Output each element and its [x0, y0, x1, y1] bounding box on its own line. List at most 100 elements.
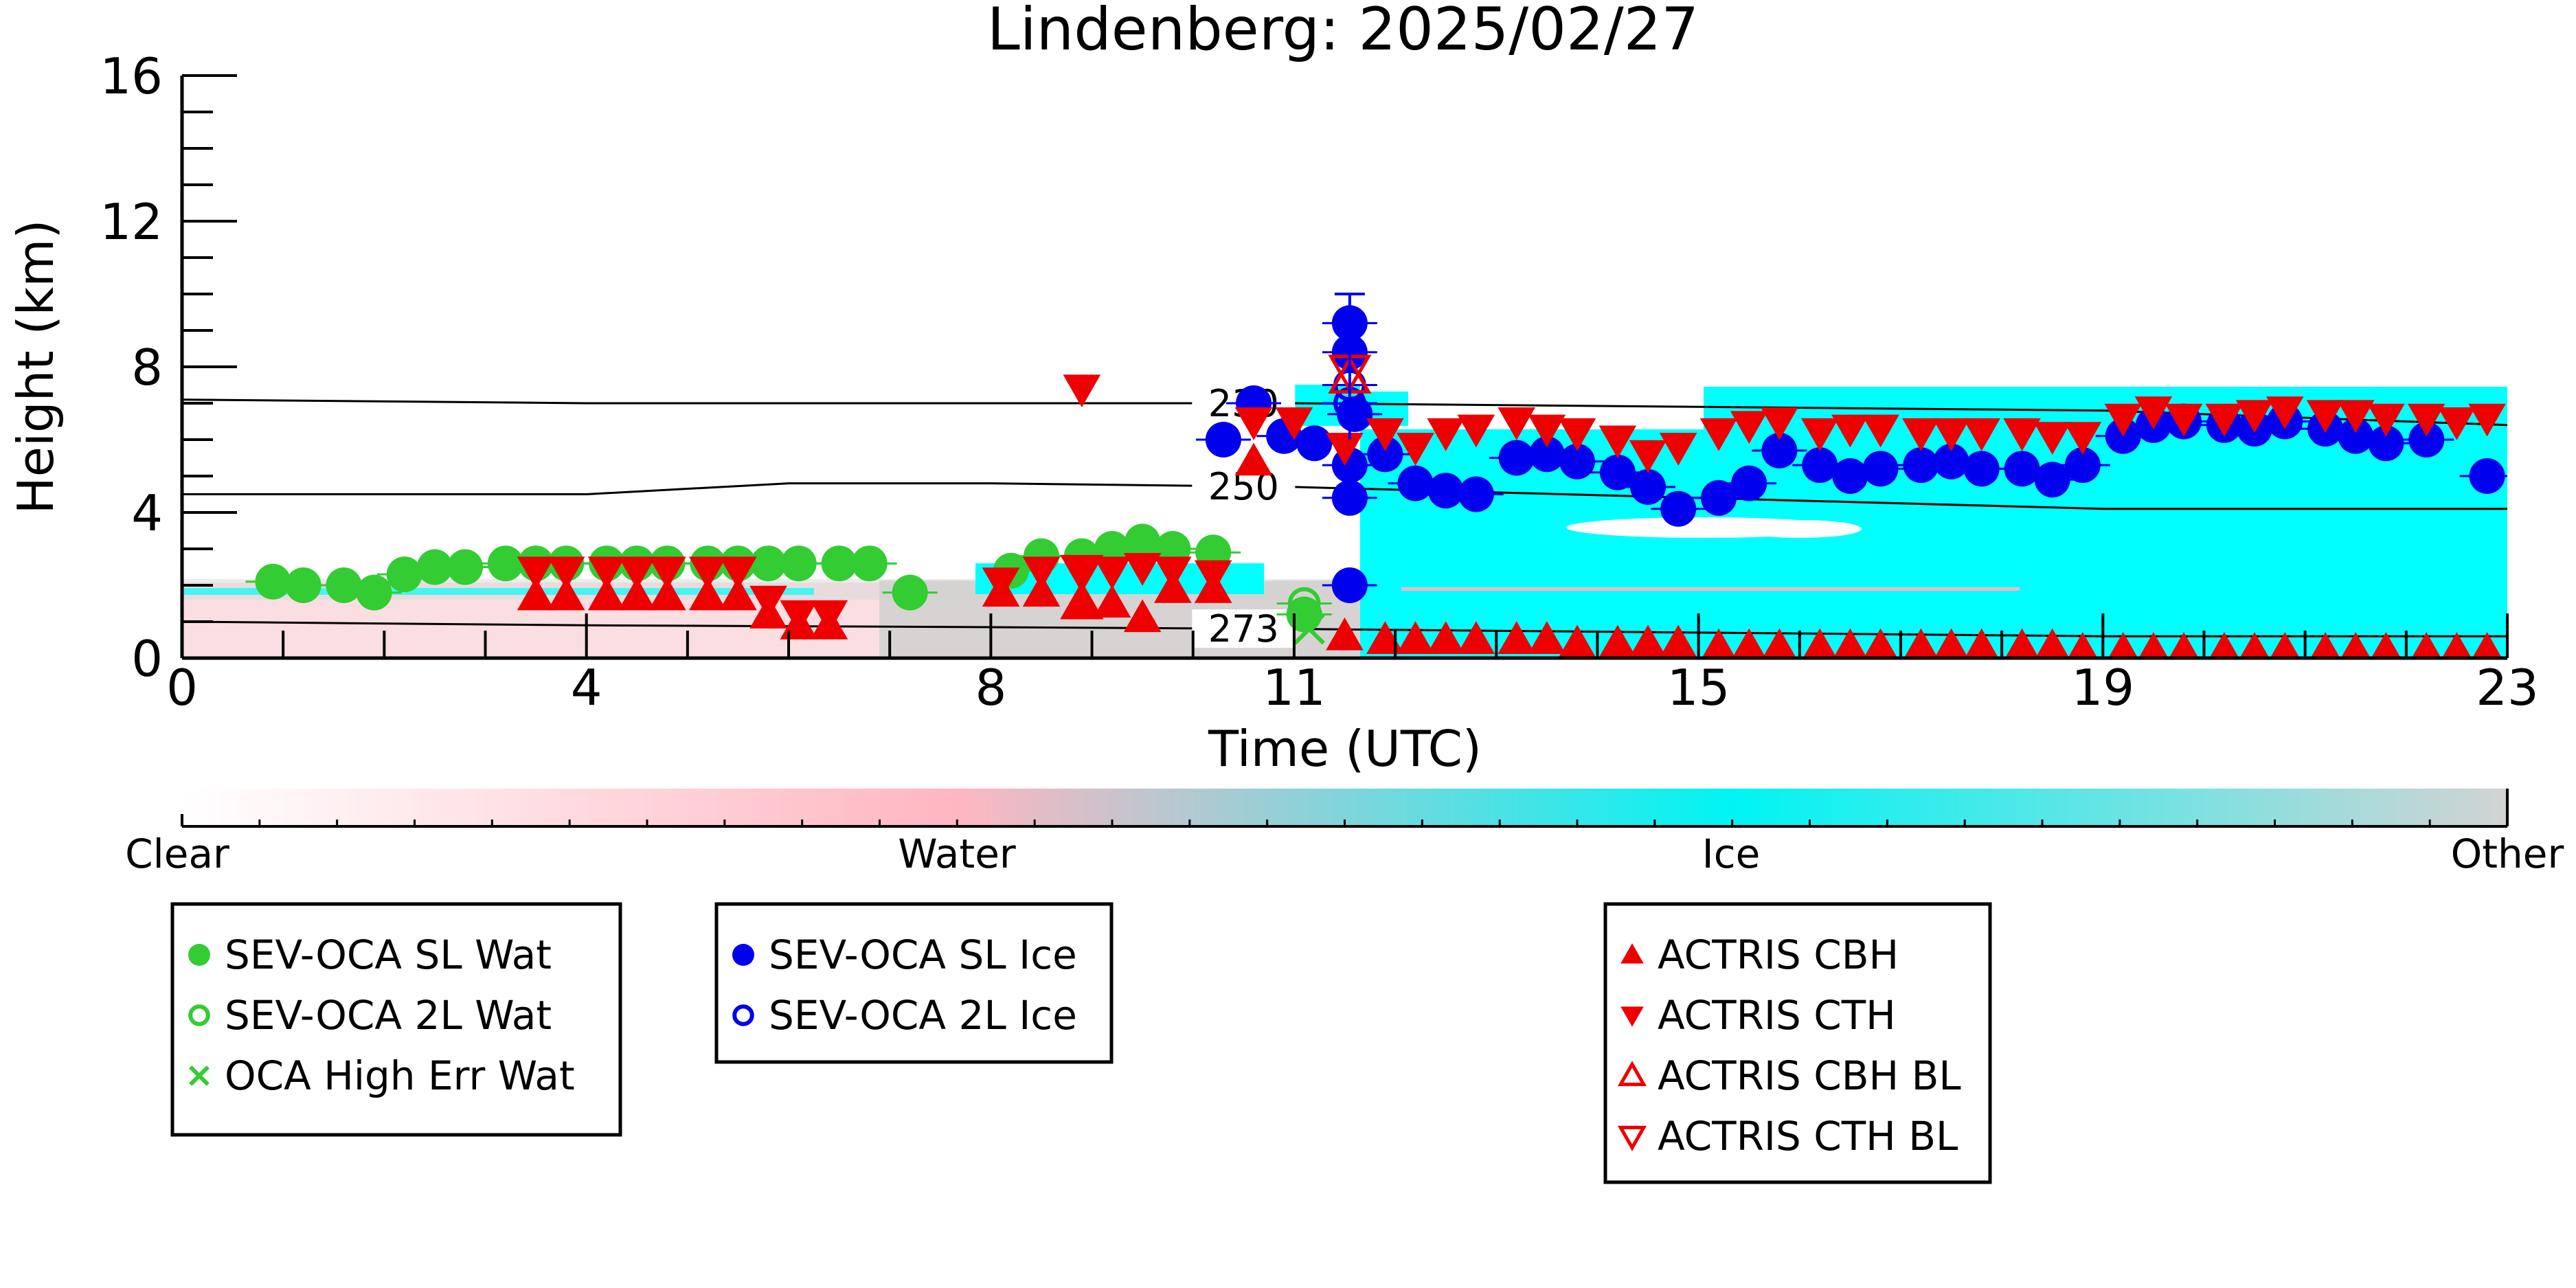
y-axis-label: Height (km): [7, 220, 65, 515]
data-point: [1498, 440, 1535, 476]
data-point: [2368, 425, 2404, 462]
data-point: [1699, 418, 1738, 451]
data-point: [1701, 479, 1737, 516]
data-point: [1630, 468, 1667, 505]
data-point: [547, 577, 585, 611]
data-point: [1963, 451, 2000, 487]
data-point: [780, 545, 817, 582]
data-point: [1022, 556, 1061, 590]
data-point: [1598, 425, 1637, 459]
data-point: [1427, 473, 1464, 509]
data-point: [1932, 418, 1970, 451]
legend-label: SEV-OCA 2L Wat: [225, 992, 552, 1039]
data-point: [1800, 418, 1839, 451]
data-point: [1701, 628, 1737, 659]
data-point: [1963, 628, 2000, 659]
data-point: [1367, 436, 1403, 473]
data-point: [2033, 422, 2072, 455]
legend-marker-sev-oca-sl-wat: [188, 944, 210, 966]
x-tick-label: 0: [166, 659, 198, 716]
data-point: [1458, 476, 1494, 512]
legend-marker-actris-cbh: [1620, 943, 1644, 964]
data-point: [1731, 628, 1767, 659]
data-point: [1093, 585, 1131, 618]
data-point: [2336, 400, 2375, 433]
data-point: [1963, 418, 2000, 451]
data-point: [892, 574, 928, 611]
data-point: [1933, 443, 1969, 479]
data-point: [1326, 617, 1364, 651]
data-point: [2107, 632, 2139, 659]
data-point: [2104, 403, 2143, 437]
data-point: [2134, 396, 2173, 429]
data-point: [1498, 621, 1535, 654]
data-point: [2034, 462, 2070, 498]
data-point: [1275, 407, 1313, 440]
legend-marker-oca-high-err-wat: [189, 1065, 210, 1086]
y-axis-ticks: 0 4 8 12 16: [100, 47, 237, 688]
data-point: [1903, 447, 1939, 484]
data-point: [1205, 422, 1241, 457]
x-tick-label: 19: [2071, 659, 2134, 716]
data-point: [1599, 454, 1636, 490]
data-point: [2004, 628, 2040, 659]
data-point: [1457, 621, 1495, 654]
data-point: [1397, 621, 1434, 654]
legend-items: SEV-OCA SL Wat SEV-OCA 2L Wat OCA High Err…: [188, 931, 1961, 1160]
data-point: [1598, 624, 1637, 658]
data-point: [1761, 628, 1798, 659]
data-point: [2003, 418, 2041, 451]
data-point: [1331, 567, 1368, 603]
data-point: [2034, 628, 2070, 659]
data-point: [1528, 414, 1566, 448]
data-point: [689, 577, 727, 611]
data-point: [1802, 447, 1838, 484]
data-point: [648, 556, 686, 590]
data-point: [1629, 624, 1667, 658]
data-point: [2340, 632, 2372, 659]
data-point: [719, 577, 757, 611]
data-point: [1093, 556, 1131, 590]
data-point: [2338, 418, 2374, 454]
data-point: [1862, 451, 1899, 487]
data-point: [1397, 433, 1434, 466]
data-point: [2235, 400, 2274, 433]
data-point: [1761, 407, 1798, 440]
data-point: [1802, 628, 1838, 659]
data-point: [2004, 451, 2040, 487]
x-axis-ticks: 0 4 8 11 15 19 23: [166, 613, 2539, 716]
data-point: [547, 556, 585, 590]
data-point: [1154, 556, 1192, 590]
data-point: [810, 600, 848, 633]
data-point: [2471, 632, 2503, 659]
data-point: [255, 563, 291, 600]
data-point: [1559, 443, 1595, 479]
data-point: [2064, 447, 2101, 484]
x-tick-label: 11: [1263, 659, 1326, 716]
data-point: [1558, 624, 1596, 658]
data-point: [447, 549, 484, 585]
data-point: [2309, 632, 2341, 659]
data-point: [416, 549, 453, 585]
x-tick-label: 8: [975, 659, 1006, 716]
data-point: [356, 574, 392, 611]
data-point: [2410, 632, 2443, 659]
data-point: [2367, 403, 2405, 437]
data-point: [2438, 407, 2476, 440]
data-point: [1326, 433, 1364, 466]
data-point: [648, 577, 686, 611]
data-point: [1194, 560, 1232, 594]
chart-title: Lindenberg: 2025/02/27: [987, 0, 1699, 64]
data-point: [1123, 599, 1162, 633]
data-point: [1060, 554, 1104, 594]
data-point: [2165, 403, 2203, 437]
data-point: [2064, 422, 2102, 455]
legend-water: [170, 902, 622, 1137]
legend-ice: [714, 902, 1114, 1064]
contour-250: [182, 482, 2507, 510]
colorbar-label-water: Water: [898, 831, 1016, 877]
data-point: [2407, 403, 2445, 437]
data-point: [1063, 585, 1101, 618]
data-point: [1063, 374, 1101, 408]
data-point: [1832, 458, 1868, 494]
